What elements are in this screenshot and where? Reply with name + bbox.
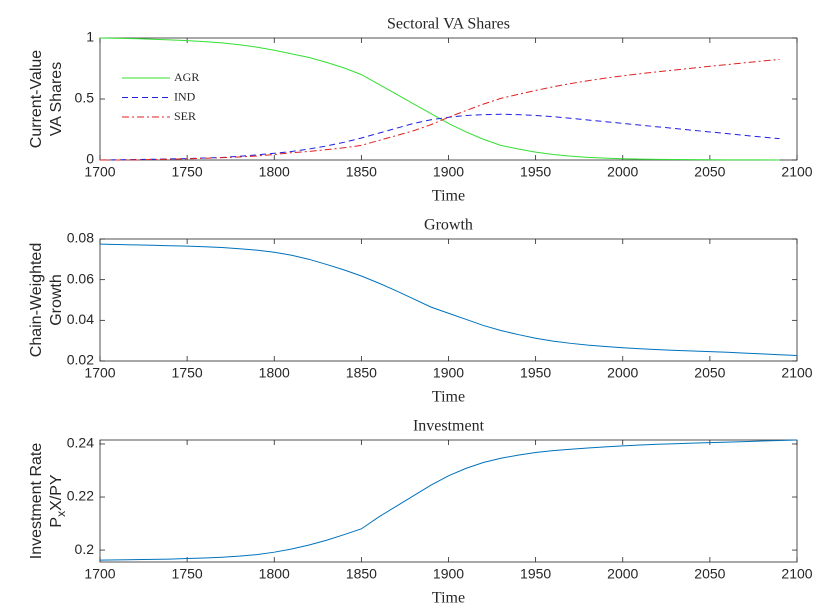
y-tick-label: 0.04 <box>67 311 94 327</box>
x-tick-label: 2050 <box>694 164 725 180</box>
x-axis-label: Time <box>432 389 465 406</box>
x-tick-label: 1700 <box>84 365 115 381</box>
y-tick-label: 0.22 <box>67 488 94 504</box>
legend-label: AGR <box>174 70 199 84</box>
x-tick-label: 1850 <box>346 566 377 582</box>
x-tick-label: 2100 <box>781 365 812 381</box>
chart-title: Investment <box>413 418 485 435</box>
legend-label: SER <box>174 109 196 123</box>
plot-area <box>99 238 798 362</box>
data-line <box>99 113 780 161</box>
y-tick-label: 0.06 <box>67 270 94 286</box>
y-tick-label: 0.24 <box>67 435 94 451</box>
y-axis-label-part: x <box>54 511 68 517</box>
chart-title: Growth <box>424 217 473 234</box>
x-tick-label: 2000 <box>607 164 638 180</box>
x-tick-label: 1850 <box>346 365 377 381</box>
x-tick-label: 1950 <box>520 365 551 381</box>
x-axis-label: Time <box>432 590 465 606</box>
x-tick-label: 1800 <box>259 164 290 180</box>
x-tick-label: 2000 <box>607 566 638 582</box>
x-tick-label: 2050 <box>694 566 725 582</box>
x-tick-label: 1750 <box>172 566 203 582</box>
data-line <box>99 439 798 561</box>
y-tick-label: 0 <box>86 151 94 167</box>
x-tick-label: 1700 <box>84 164 115 180</box>
x-tick-label: 2000 <box>607 365 638 381</box>
y-tick-label: 0.02 <box>67 352 94 368</box>
y-tick-label: 0.08 <box>67 230 94 246</box>
y-axis-label: PxX/PY <box>48 474 68 527</box>
x-tick-label: 1850 <box>346 164 377 180</box>
x-tick-label: 1800 <box>259 566 290 582</box>
x-axis-label: Time <box>432 188 465 205</box>
y-axis-label: Investment Rate <box>28 443 45 560</box>
x-tick-label: 1800 <box>259 365 290 381</box>
x-tick-label: 2100 <box>781 566 812 582</box>
x-tick-label: 1750 <box>172 365 203 381</box>
y-axis-label-part: X/PY <box>48 474 65 511</box>
y-tick-label: 1 <box>86 29 94 45</box>
chart-title: Sectoral VA Shares <box>387 16 510 33</box>
y-axis-label-part: P <box>48 517 65 528</box>
x-tick-label: 2100 <box>781 164 812 180</box>
legend-label: IND <box>174 89 196 103</box>
x-tick-label: 2050 <box>694 365 725 381</box>
x-tick-label: 1900 <box>433 164 464 180</box>
y-tick-label: 0.2 <box>75 541 95 557</box>
y-axis-label: Growth <box>48 274 65 326</box>
y-axis-label: Chain-Weighted <box>28 243 45 357</box>
x-tick-label: 1750 <box>172 164 203 180</box>
x-tick-label: 1700 <box>84 566 115 582</box>
y-axis-label: VA Shares <box>48 62 65 136</box>
x-tick-label: 1900 <box>433 365 464 381</box>
x-tick-label: 1900 <box>433 566 464 582</box>
x-tick-label: 1950 <box>520 566 551 582</box>
plot-area <box>99 439 798 563</box>
data-line <box>99 243 798 357</box>
y-tick-label: 0.5 <box>75 90 95 106</box>
x-tick-label: 1950 <box>520 164 551 180</box>
y-axis-label: Current-Value <box>28 50 45 149</box>
plot-area <box>99 37 798 161</box>
